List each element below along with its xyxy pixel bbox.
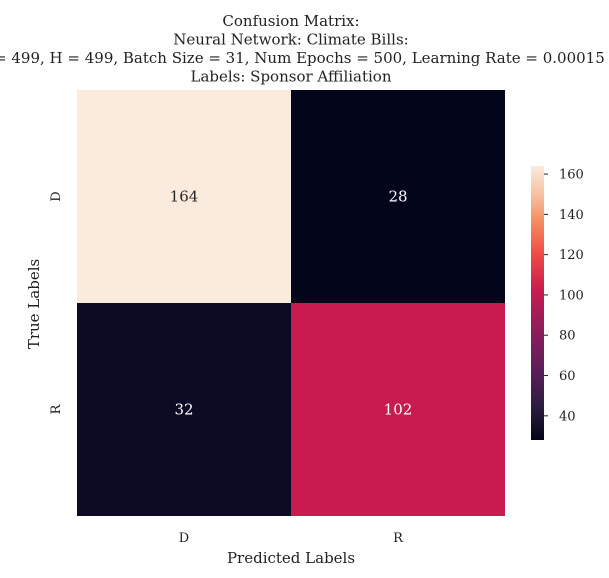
cell-value-label: 32 [174,401,193,419]
heatmap-cell [291,303,505,516]
heatmap-cell [77,303,291,516]
chart-title-line: Labels: Sponsor Affiliation [190,68,391,86]
y-axis-label: True Labels [25,259,43,349]
chart-title-line: Confusion Matrix: [222,12,359,30]
colorbar-tick-label: 140 [559,208,584,223]
chart-title-line: Neural Network: Climate Bills: [173,31,408,49]
colorbar-tick-label: 120 [559,248,584,263]
y-tick-labels: DR [49,191,64,414]
cell-value-label: 28 [388,188,407,206]
chart-title: Confusion Matrix:Neural Network: Climate… [0,12,605,86]
heatmap-cell [291,90,505,303]
x-tick-label: D [179,531,189,546]
x-tick-label: R [393,531,404,546]
colorbar-tick-label: 100 [559,288,584,303]
heatmap-cell [77,90,291,303]
y-tick-label: D [49,191,64,201]
colorbar-tick-label: 80 [559,329,576,344]
colorbar-ticks: 40 60 80 100 120 140 160 [544,168,584,424]
colorbar-tick-label: 60 [559,369,576,384]
cell-value-label: 164 [170,188,199,206]
colorbar-tick-label: 160 [559,168,584,183]
colorbar-tick-label: 40 [559,409,576,424]
colorbar [531,166,544,440]
cell-value-label: 102 [384,401,413,419]
x-axis-label: Predicted Labels [227,549,355,567]
chart-title-line: D = 499, H = 499, Batch Size = 31, Num E… [0,49,605,67]
heatmap-cells: 164 28 32 102 [77,90,505,516]
y-tick-label: R [49,403,64,414]
